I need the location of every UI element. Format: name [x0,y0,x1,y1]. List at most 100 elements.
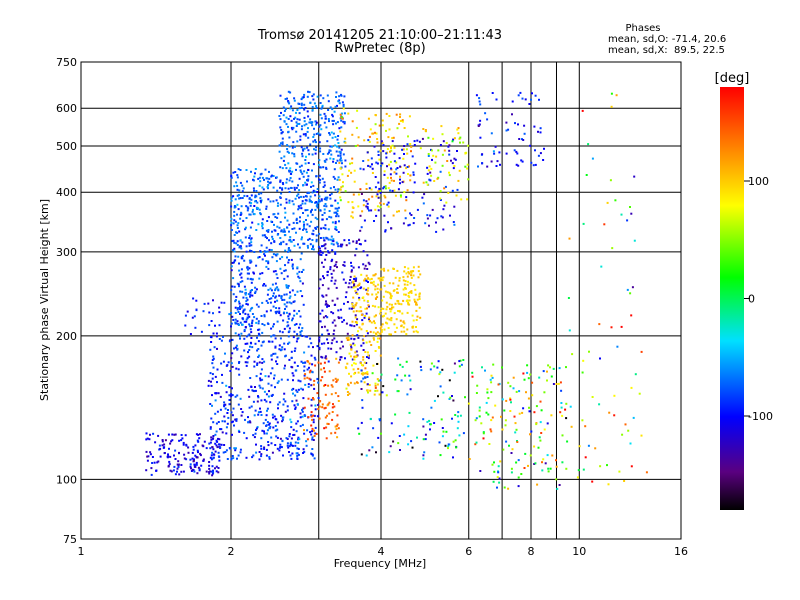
data-point [457,420,460,423]
data-point [289,172,292,175]
data-point [366,376,369,378]
data-point [377,283,380,286]
data-point [432,137,435,140]
data-point [630,386,633,389]
data-point [410,214,413,216]
data-point [310,220,313,223]
data-point [196,449,199,452]
data-point [215,439,218,442]
data-point [488,443,491,445]
data-point [405,148,408,151]
data-point [293,323,296,326]
data-point [214,450,217,453]
data-point [346,174,349,177]
data-point [245,245,248,248]
data-point [311,106,314,108]
data-point [383,194,386,197]
data-point [511,448,514,451]
data-point [471,371,474,374]
data-point [345,337,348,340]
data-point [304,199,307,202]
data-point [482,437,485,440]
data-point [342,181,344,184]
data-point [383,173,386,176]
data-point [293,300,296,303]
data-point [416,331,419,334]
data-point [382,267,385,270]
data-point [266,177,269,180]
data-point [234,220,237,223]
data-point [385,321,387,324]
data-point [263,283,266,285]
data-point [527,377,530,380]
data-point [235,447,237,450]
data-point [278,344,281,347]
data-point [353,355,356,358]
data-point [377,379,380,382]
data-point [374,285,377,288]
data-point [253,175,256,178]
data-point [559,381,562,384]
data-point [422,454,425,457]
data-point [482,431,485,434]
data-point [258,256,261,258]
data-point [352,286,355,289]
data-point [383,214,386,217]
data-point [321,177,324,180]
data-point [262,422,265,425]
data-point [307,136,310,139]
data-point [275,176,278,179]
data-point [377,277,380,280]
data-point [542,159,545,161]
data-point [351,334,354,337]
data-point [390,333,392,336]
data-point [376,378,379,381]
data-point [345,244,348,247]
data-point [277,202,279,205]
data-point [507,487,510,490]
data-point [305,195,308,198]
data-point [354,314,357,317]
data-point [231,394,234,397]
data-point [391,137,394,140]
data-point [345,367,348,370]
data-point [376,162,379,165]
data-point [310,411,313,414]
data-point [388,318,391,321]
data-point [235,181,238,184]
data-point [254,342,257,345]
data-point [225,432,228,435]
data-point [537,130,539,133]
data-point [271,394,273,397]
data-point [321,309,324,312]
data-point [162,446,165,449]
data-point [363,372,366,375]
data-point [398,279,401,282]
data-point [299,331,302,333]
data-point [287,247,290,249]
data-point [237,194,240,197]
data-point [390,317,393,319]
data-point [321,218,324,221]
data-point [287,90,290,93]
data-point [249,345,251,348]
data-point [362,250,365,253]
data-point [528,103,531,105]
data-point [202,445,205,448]
data-point [347,384,350,387]
data-point [192,459,195,462]
data-point [210,384,213,387]
data-point [459,141,461,144]
data-point [361,373,364,376]
data-point [354,304,357,307]
data-point [302,175,305,178]
data-point [230,224,233,227]
data-point [539,127,542,130]
data-point [334,227,337,230]
data-point [258,176,261,179]
data-point [377,209,380,212]
data-point [335,122,337,125]
data-point [236,194,239,197]
data-point [365,454,368,457]
data-point [306,214,309,217]
